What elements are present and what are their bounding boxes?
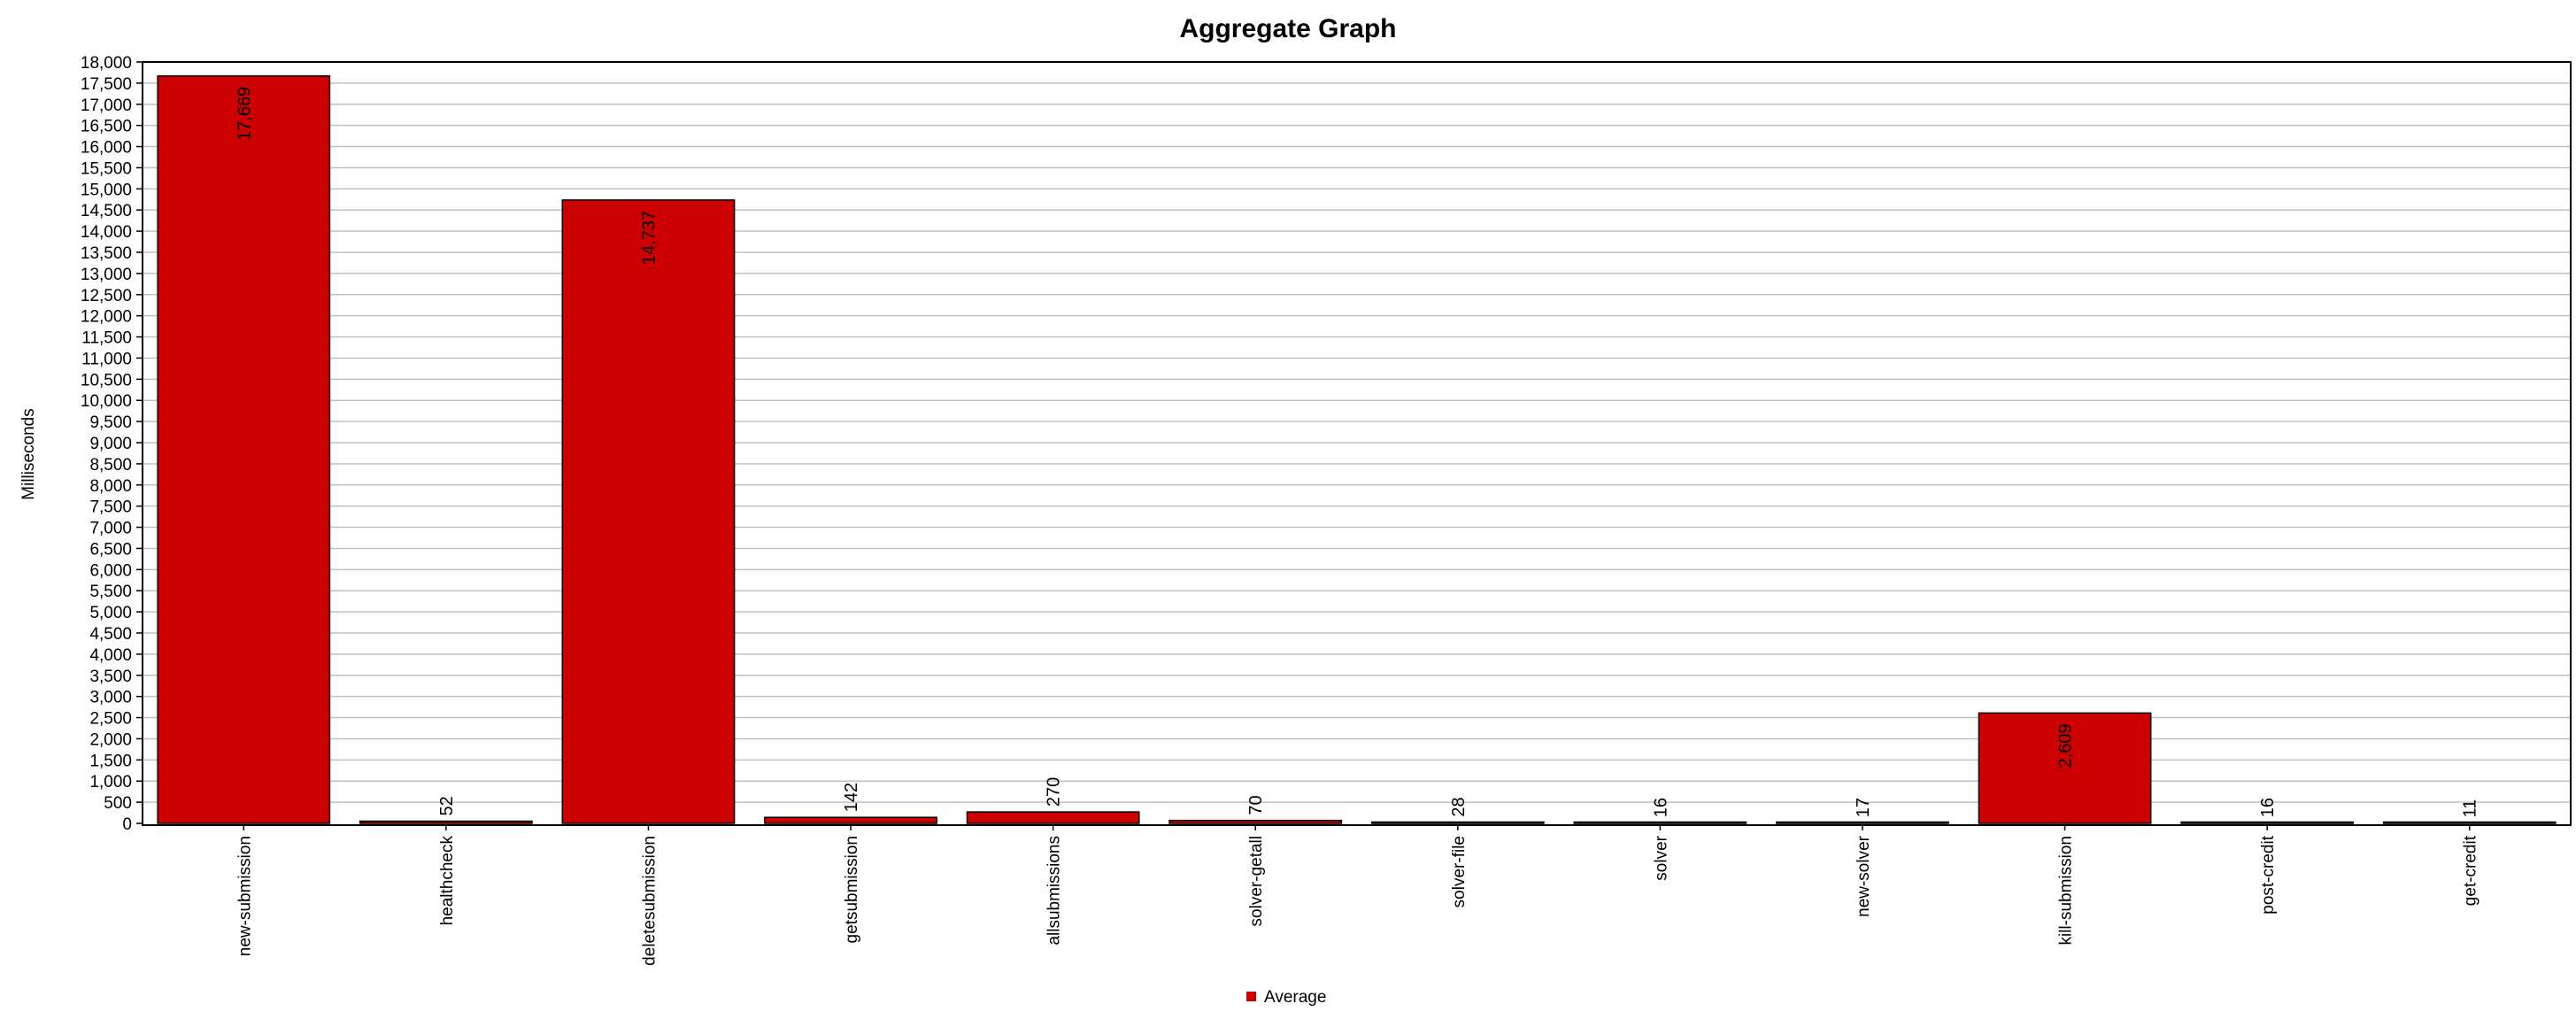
legend-label-average: Average xyxy=(1264,988,1326,1007)
x-tick-label-healthcheck: healthcheck xyxy=(438,836,457,926)
bar-new-solver xyxy=(1776,821,1949,824)
x-tick-label-getsubmission: getsubmission xyxy=(843,836,861,943)
y-tick-label-3000: 3,000 xyxy=(89,689,132,707)
y-tick-label-6500: 6,500 xyxy=(89,540,132,559)
y-tick-label-7500: 7,500 xyxy=(89,498,132,517)
y-tick-label-3500: 3,500 xyxy=(89,668,132,686)
value-label-solver: 16 xyxy=(1651,798,1670,817)
y-tick-label-15000: 15,000 xyxy=(81,181,132,199)
y-tick-label-2500: 2,500 xyxy=(89,710,132,729)
y-tick-label-2000: 2,000 xyxy=(89,730,132,749)
bar-allsubmissions xyxy=(966,811,1140,824)
y-tick-label-4000: 4,000 xyxy=(89,646,132,665)
y-tick-label-0: 0 xyxy=(122,815,132,834)
y-tick-label-1500: 1,500 xyxy=(89,752,132,770)
x-tick-label-get-credit: get-credit xyxy=(2462,835,2480,906)
bar-healthcheck xyxy=(359,820,533,824)
x-tick-label-allsubmissions: allsubmissions xyxy=(1045,836,1064,946)
legend-swatch-average xyxy=(1246,992,1256,1001)
plot-area-frame xyxy=(142,61,2572,826)
y-axis-label: Milliseconds xyxy=(19,408,38,499)
gridlines xyxy=(143,82,2571,803)
y-tick-label-14500: 14,500 xyxy=(81,202,132,220)
x-tick-label-solver-file: solver-file xyxy=(1450,836,1469,907)
value-label-getsubmission: 142 xyxy=(842,783,861,812)
bar-getsubmission xyxy=(764,816,937,824)
bar-new-submission xyxy=(157,75,331,824)
x-tick-label-solver-getall: solver-getall xyxy=(1247,836,1266,926)
y-tick-label-4500: 4,500 xyxy=(89,625,132,644)
value-label-solver-getall: 70 xyxy=(1246,795,1266,815)
x-tick-label-solver: solver xyxy=(1652,835,1670,880)
legend: Average xyxy=(1246,988,1326,1007)
value-labels: 17,669 52 14,737 142 270 70 28 16 17 2,609 16 11 xyxy=(235,87,2480,818)
y-tick-label-8000: 8,000 xyxy=(89,477,132,496)
y-tick-label-16500: 16,500 xyxy=(81,118,132,136)
value-label-new-submission: 17,669 xyxy=(235,87,254,141)
y-tick-label-10000: 10,000 xyxy=(81,392,132,411)
y-tick-label-13500: 13,500 xyxy=(81,244,132,263)
x-tick-label-new-submission: new-submission xyxy=(235,836,254,956)
y-tick-label-10500: 10,500 xyxy=(81,371,132,390)
y-tick-label-5000: 5,000 xyxy=(89,604,132,622)
y-tick-label-1000: 1,000 xyxy=(89,773,132,791)
y-tick-label-18000: 18,000 xyxy=(81,54,132,73)
value-label-get-credit: 11 xyxy=(2461,799,2480,818)
y-tick-label-11000: 11,000 xyxy=(81,350,132,368)
bar-solver xyxy=(1573,821,1747,824)
y-tick-label-17000: 17,000 xyxy=(81,97,132,115)
x-tick-label-deletesubmission: deletesubmission xyxy=(640,836,659,966)
bar-solver-getall xyxy=(1168,819,1343,824)
y-tick-label-17500: 17,500 xyxy=(81,75,132,94)
value-label-healthcheck: 52 xyxy=(437,796,457,815)
y-tick-label-15500: 15,500 xyxy=(81,159,132,178)
y-tick-label-6000: 6,000 xyxy=(89,561,132,580)
y-tick-label-14000: 14,000 xyxy=(81,223,132,242)
y-tick-label-12500: 12,500 xyxy=(81,287,132,305)
y-tick-label-11500: 11,500 xyxy=(81,329,132,348)
y-tick-label-7000: 7,000 xyxy=(89,520,132,538)
value-label-kill-submission: 2,609 xyxy=(2056,723,2076,768)
bars xyxy=(157,75,2557,824)
y-tick-label-5500: 5,500 xyxy=(89,583,132,601)
value-label-new-solver: 17 xyxy=(1854,798,1873,817)
chart-title: Aggregate Graph xyxy=(1179,14,1396,43)
bar-kill-submission xyxy=(1978,712,2152,824)
x-tick-label-kill-submission: kill-submission xyxy=(2057,836,2076,946)
bar-deletesubmission xyxy=(561,199,736,824)
y-tick-label-9500: 9,500 xyxy=(89,413,132,432)
y-tick-label-16000: 16,000 xyxy=(81,139,132,158)
y-tick-label-9000: 9,000 xyxy=(89,435,132,453)
value-label-allsubmissions: 270 xyxy=(1045,777,1064,807)
value-label-solver-file: 28 xyxy=(1449,797,1469,816)
bar-post-credit xyxy=(2180,821,2355,824)
bar-solver-file xyxy=(1370,821,1545,824)
x-tick-label-new-solver: new-solver xyxy=(1855,835,1873,917)
y-tick-label-13000: 13,000 xyxy=(81,266,132,284)
x-axis-ticks: new-submission healthcheck deletesubmissio… xyxy=(235,825,2480,966)
y-tick-label-500: 500 xyxy=(104,794,132,813)
x-tick-label-post-credit: post-credit xyxy=(2259,835,2278,914)
value-label-deletesubmission: 14,737 xyxy=(639,211,659,265)
bar-get-credit xyxy=(2382,821,2557,824)
y-tick-label-12000: 12,000 xyxy=(81,308,132,327)
value-label-post-credit: 16 xyxy=(2258,798,2278,817)
y-tick-label-8500: 8,500 xyxy=(89,456,132,475)
